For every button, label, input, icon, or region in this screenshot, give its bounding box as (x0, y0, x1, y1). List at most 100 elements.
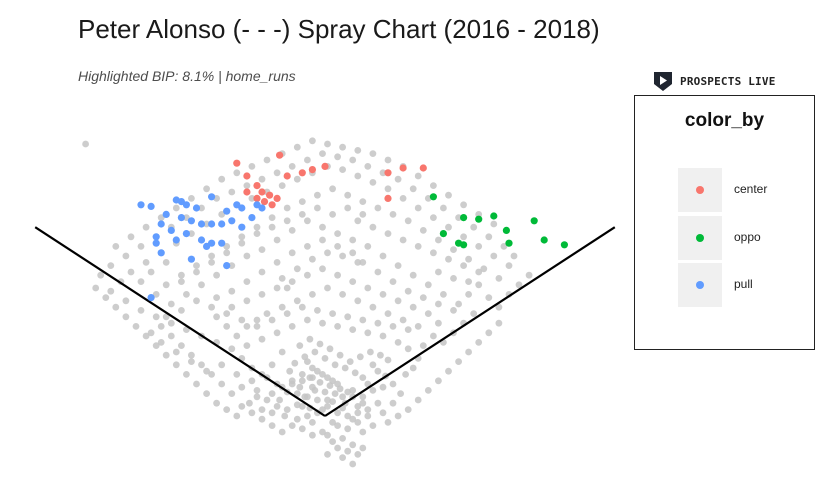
ball-in-play-point (288, 163, 296, 170)
ball-in-play-point (162, 313, 170, 321)
ball-in-play-point (304, 412, 311, 420)
ball-in-play-point (243, 342, 251, 349)
ball-in-play-point (223, 323, 231, 330)
ball-in-play-point (359, 399, 367, 407)
ball-in-play-point (238, 403, 246, 410)
home-run-point-center (276, 151, 284, 159)
ball-in-play-point (167, 319, 175, 327)
ball-in-play-point (178, 271, 185, 279)
home-run-point-oppo (475, 215, 483, 223)
ball-in-play-point (263, 310, 271, 317)
ball-in-play-point (384, 230, 392, 238)
ball-in-play-point (311, 348, 319, 356)
ball-in-play-point (122, 297, 130, 305)
ball-in-play-point (394, 297, 402, 305)
home-run-point-center (384, 194, 392, 202)
ball-in-play-point (414, 396, 422, 404)
ball-in-play-point (218, 175, 226, 183)
ball-in-play-point (430, 249, 437, 257)
ball-in-play-point (349, 415, 357, 423)
ball-in-play-point (369, 179, 377, 186)
ball-in-play-point (374, 319, 382, 327)
ball-in-play-point (450, 275, 457, 282)
legend-label-pull: pull (734, 277, 753, 291)
ball-in-play-point (122, 252, 130, 260)
ball-in-play-point (364, 412, 372, 420)
ball-in-play-point (127, 268, 135, 276)
ball-in-play-point (475, 281, 483, 289)
ball-in-play-point (445, 367, 452, 375)
ball-in-play-point (485, 294, 493, 301)
ball-in-play-point (309, 255, 316, 263)
ball-in-play-point (203, 367, 211, 375)
ball-in-play-point (445, 191, 452, 199)
home-run-point-pull (208, 193, 216, 201)
ball-in-play-point (354, 403, 362, 410)
ball-in-play-point (233, 169, 241, 177)
ball-in-play-point (460, 201, 467, 209)
ball-in-play-point (349, 326, 357, 333)
ball-in-play-point (349, 249, 357, 257)
home-run-point-oppo (540, 236, 548, 244)
ball-in-play-point (450, 307, 457, 314)
ball-in-play-point (188, 358, 195, 365)
ball-in-play-point (430, 332, 437, 340)
ball-in-play-point (324, 249, 331, 257)
legend-key (678, 168, 722, 212)
ball-in-play-point (208, 259, 216, 266)
ball-in-play-point (424, 387, 432, 394)
ball-in-play-point (208, 371, 216, 378)
ball-in-play-point (273, 169, 281, 177)
home-run-point-pull (177, 214, 185, 222)
ball-in-play-point (273, 403, 281, 410)
ball-in-play-point (107, 287, 115, 295)
ball-in-play-point (354, 451, 362, 458)
ball-in-play-point (228, 390, 236, 397)
home-run-point-pull (218, 239, 226, 247)
ball-in-play-point (367, 348, 374, 356)
ball-in-play-point (374, 268, 382, 276)
play-shield-icon (654, 72, 672, 91)
home-run-point-pull (162, 210, 170, 218)
ball-in-play-point (349, 156, 357, 164)
ball-in-play-point (268, 390, 276, 397)
ball-in-play-point (485, 233, 493, 241)
home-run-point-pull (167, 226, 175, 234)
home-run-point-center (321, 162, 329, 170)
ball-in-play-point (309, 383, 316, 391)
home-run-point-center (258, 188, 266, 196)
brand-name: PROSPECTS LIVE (680, 74, 776, 88)
ball-in-play-point (379, 332, 387, 340)
ball-in-play-point (465, 278, 472, 285)
ball-in-play-point (384, 156, 392, 164)
ball-in-play-point (208, 252, 216, 260)
ball-in-play-point (326, 345, 334, 353)
home-run-point-oppo (530, 217, 538, 225)
ball-in-play-point (319, 371, 326, 378)
ball-in-play-point (276, 396, 283, 404)
ball-in-play-point (344, 313, 352, 321)
ball-in-play-point (354, 409, 362, 417)
ball-in-play-point (309, 374, 316, 381)
home-run-point-oppo (560, 241, 569, 249)
ball-in-play-point (178, 278, 185, 285)
ball-in-play-point (183, 291, 190, 298)
ball-in-play-point (470, 223, 478, 231)
ball-in-play-point (414, 204, 422, 212)
ball-in-play-point (329, 211, 336, 218)
ball-in-play-point (339, 252, 346, 260)
ball-in-play-point (424, 310, 432, 317)
ball-in-play-point (278, 182, 286, 190)
ball-in-play-point (344, 204, 352, 212)
ball-in-play-point (364, 284, 372, 292)
ball-in-play-point (339, 143, 346, 151)
ball-in-play-point (321, 355, 329, 362)
ball-in-play-point (404, 326, 412, 333)
ball-in-play-point (296, 383, 304, 391)
ball-in-play-point (455, 358, 462, 365)
ball-in-play-point (314, 367, 321, 375)
ball-in-play-point (238, 233, 246, 241)
home-run-point-center (233, 159, 241, 167)
ball-in-play-point (304, 217, 311, 225)
